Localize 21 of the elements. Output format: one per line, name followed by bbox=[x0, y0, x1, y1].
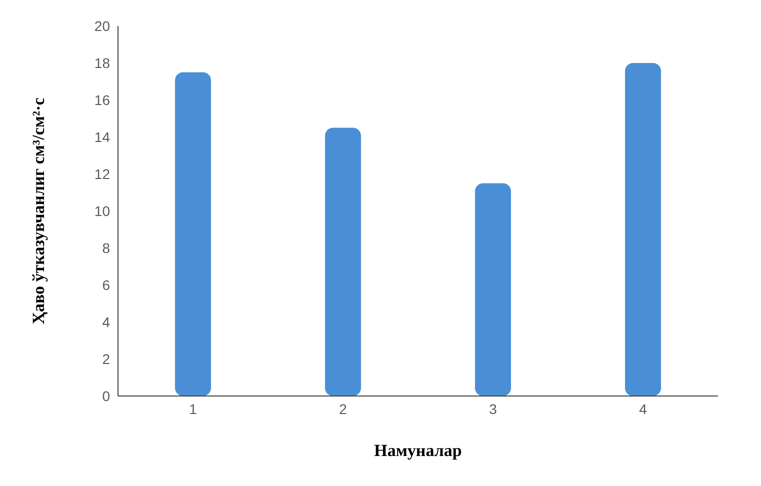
y-tick-label: 14 bbox=[94, 128, 110, 145]
bar bbox=[325, 128, 361, 396]
x-tick-label: 1 bbox=[189, 400, 198, 417]
x-tick-label: 2 bbox=[339, 400, 348, 417]
y-tick-label: 6 bbox=[102, 276, 110, 293]
y-tick-label: 10 bbox=[94, 202, 110, 219]
x-tick-label: 3 bbox=[489, 400, 498, 417]
y-tick-label: 0 bbox=[102, 388, 110, 404]
y-tick-label: 12 bbox=[94, 166, 110, 182]
x-axis-title: Намуналар bbox=[374, 441, 462, 460]
y-tick-label: 8 bbox=[102, 240, 110, 256]
y-axis-title: Ҳаво ўтказувчанлиг см³/см²·с bbox=[29, 97, 48, 324]
bar bbox=[625, 63, 661, 396]
y-tick-label: 4 bbox=[102, 314, 110, 330]
bar bbox=[475, 183, 511, 396]
y-tick-label: 18 bbox=[94, 54, 110, 71]
bar bbox=[175, 72, 211, 396]
y-tick-label: 20 bbox=[94, 18, 110, 34]
y-tick-label: 2 bbox=[102, 350, 110, 367]
x-tick-label: 4 bbox=[639, 400, 648, 417]
y-tick-label: 16 bbox=[94, 92, 110, 108]
